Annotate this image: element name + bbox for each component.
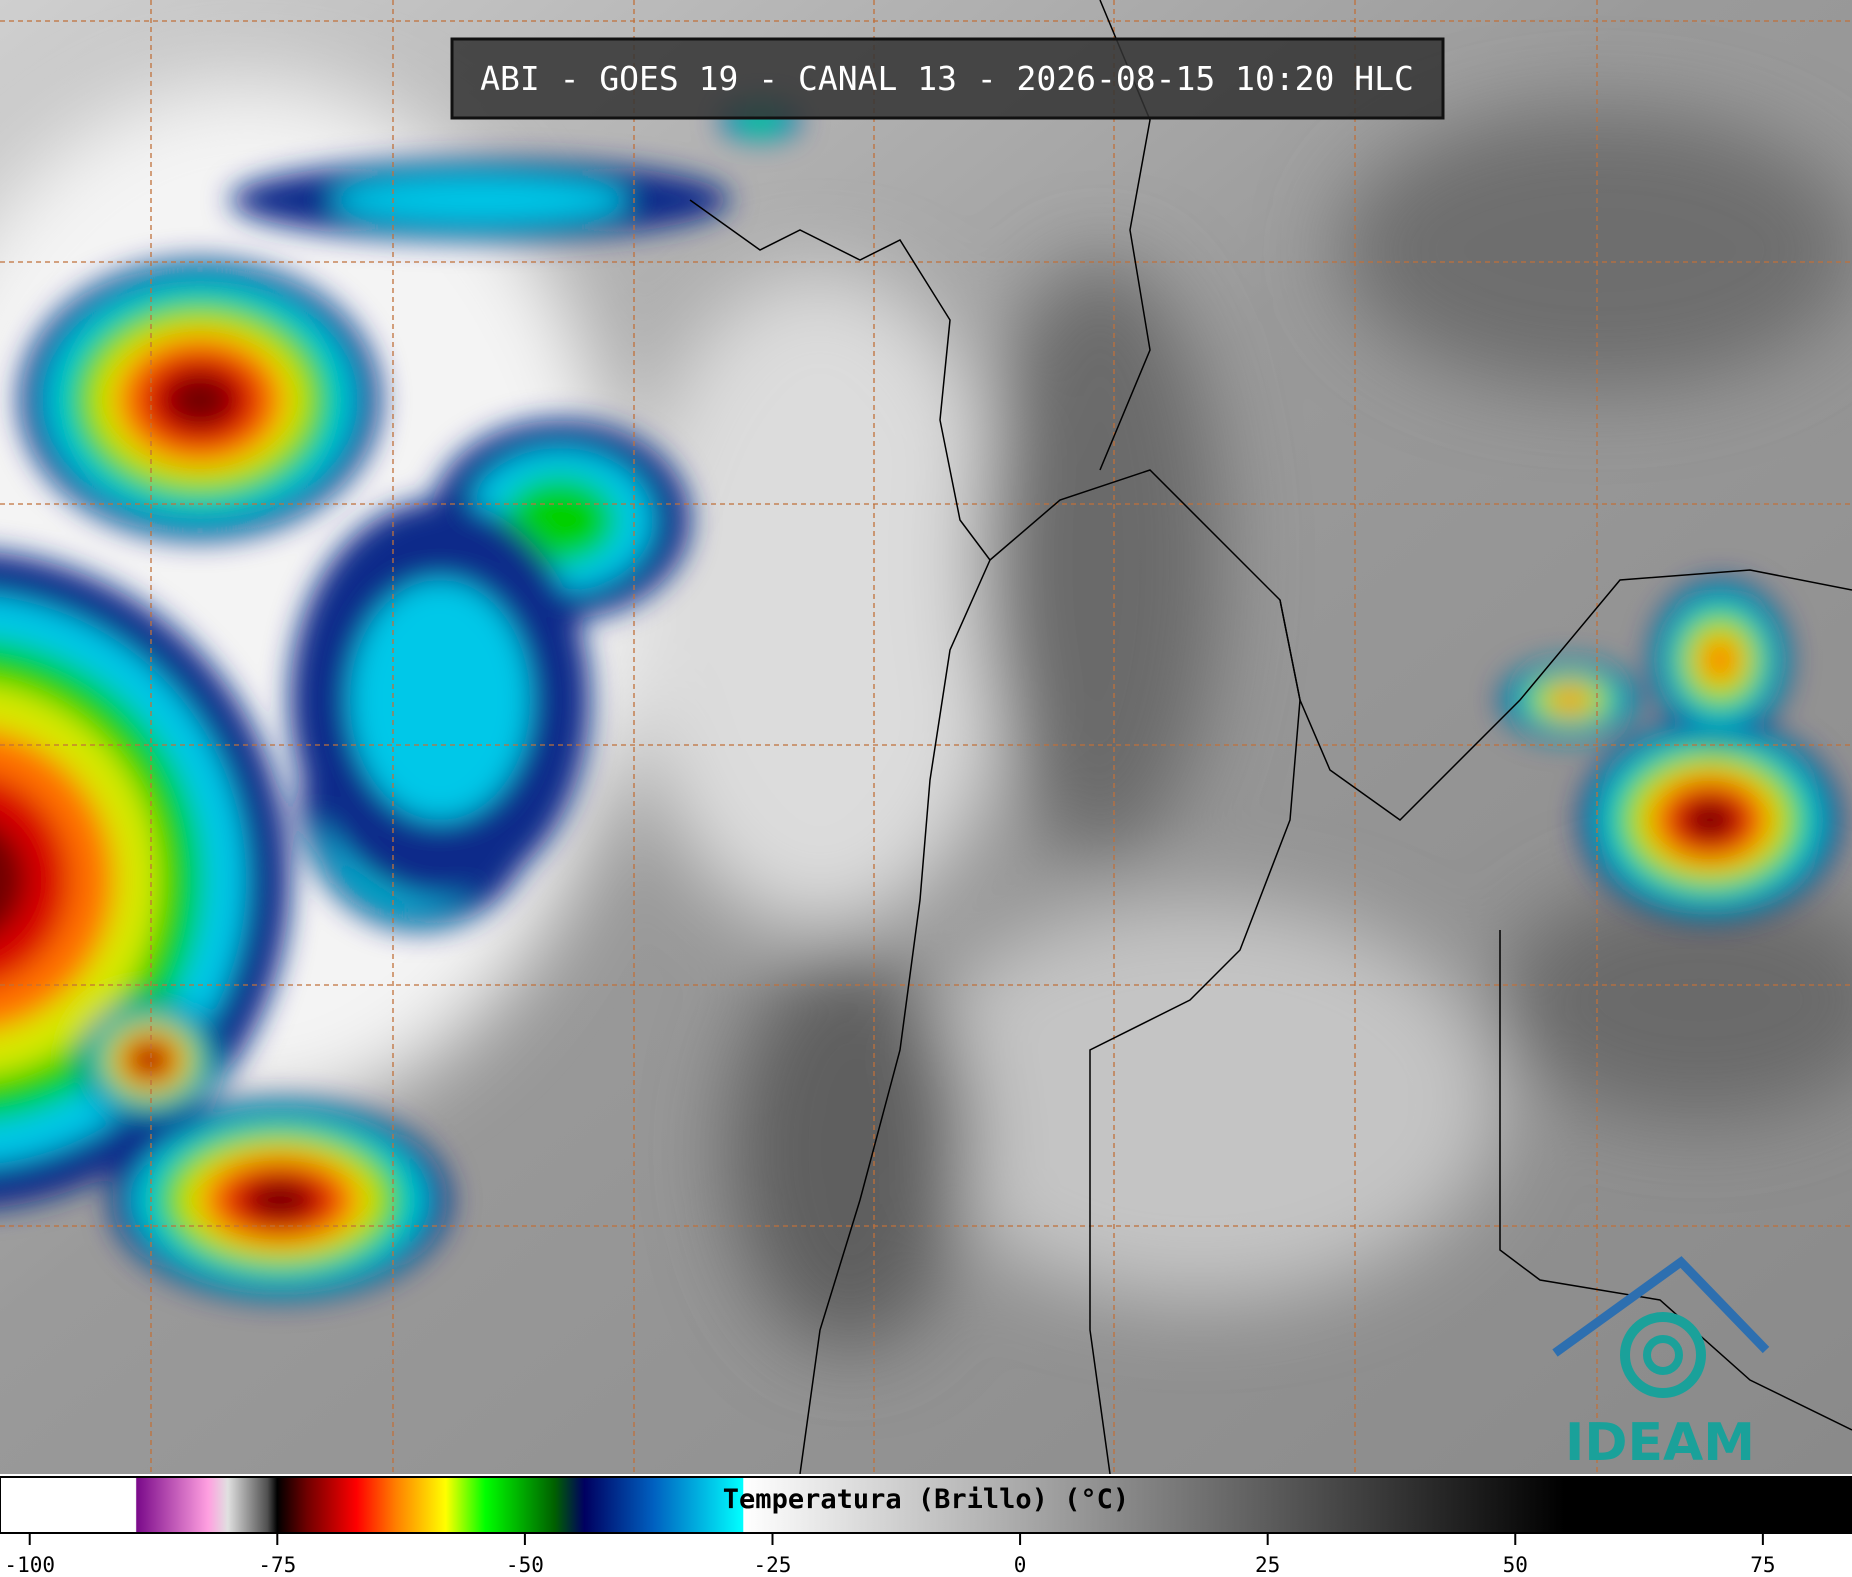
- logo: IDEAM: [1552, 1256, 1770, 1473]
- tick-label: 25: [1255, 1553, 1280, 1577]
- tick-label: -50: [506, 1553, 544, 1577]
- colorbar-label: Temperatura (Brillo) (°C): [723, 1484, 1129, 1515]
- tick-label: 50: [1503, 1553, 1528, 1577]
- tick-label: -100: [4, 1553, 55, 1577]
- colorbar: [0, 1476, 1852, 1534]
- tick-label: -75: [258, 1553, 296, 1577]
- logo-text: IDEAM: [1565, 1413, 1755, 1473]
- title: ABI - GOES 19 - CANAL 13 - 2026-08-15 10…: [480, 59, 1414, 98]
- tick-label: -25: [754, 1553, 792, 1577]
- borders: [689, 0, 1852, 1475]
- tick-label: 0: [1014, 1553, 1027, 1577]
- graticule: [0, 0, 1852, 1474]
- tick-label: 75: [1750, 1553, 1775, 1577]
- title-box: [450, 37, 1445, 120]
- convective-clouds: [0, 100, 1840, 1300]
